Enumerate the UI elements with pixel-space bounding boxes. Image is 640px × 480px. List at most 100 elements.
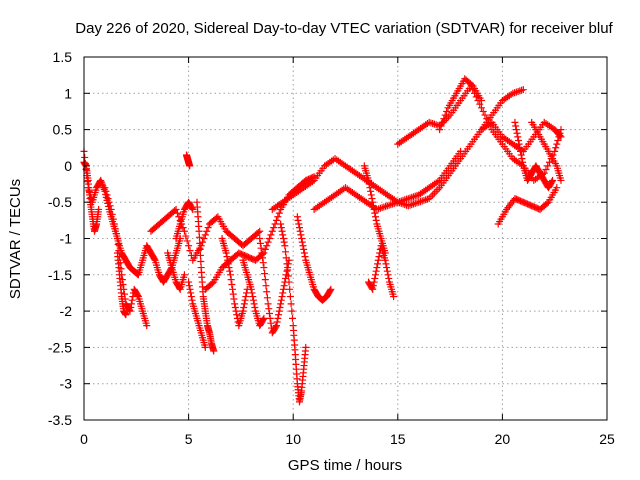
data-point-interp xyxy=(295,224,303,232)
data-point-interp xyxy=(259,254,267,262)
data-point-interp xyxy=(283,267,291,275)
data-point xyxy=(551,147,559,155)
data-point-interp xyxy=(370,205,378,213)
data-point xyxy=(272,322,280,330)
data-point-interp xyxy=(374,256,382,264)
data-point xyxy=(201,343,209,351)
data-point-interp xyxy=(514,133,522,141)
data-point-interp xyxy=(514,136,522,144)
x-tick-label: 0 xyxy=(80,431,88,447)
data-point-interp xyxy=(266,314,274,322)
data-point-interp xyxy=(483,115,491,123)
data-point-interp xyxy=(476,100,484,108)
data-point-interp xyxy=(257,244,265,252)
data-point-interp xyxy=(437,122,445,130)
data-point-interp xyxy=(284,266,292,274)
y-tick-labels: -3.5 -3 -2.5 -2 -1.5 -1 -0.5 0 0.5 1 1.5 xyxy=(48,49,72,428)
y-tick-label: -3.5 xyxy=(48,412,72,428)
data-point-interp xyxy=(512,126,520,134)
data-point-interp xyxy=(196,251,204,259)
data-point-interp xyxy=(188,204,196,212)
data-point-interp xyxy=(371,213,379,221)
y-tick-label: -0.5 xyxy=(48,194,72,210)
data-point-interp xyxy=(109,215,117,223)
data-point xyxy=(239,307,247,315)
data-point-interp xyxy=(374,260,382,268)
data-point xyxy=(195,227,203,235)
series-arc-v xyxy=(436,75,485,134)
data-point xyxy=(256,227,264,235)
data-point-interp xyxy=(200,235,208,242)
data-point-interp xyxy=(261,270,269,278)
data-point-interp xyxy=(443,107,451,115)
y-tick-label: 0 xyxy=(64,158,72,174)
data-point-interp xyxy=(371,274,379,282)
data-point-interp xyxy=(195,233,203,241)
data-point-interp xyxy=(108,210,116,218)
data-point-interp xyxy=(186,285,194,293)
data-point xyxy=(298,235,306,242)
data-point xyxy=(515,140,523,148)
data-point-interp xyxy=(517,151,525,159)
data-point-interp xyxy=(208,279,216,287)
data-point xyxy=(260,314,268,322)
data-point-interp xyxy=(284,272,292,280)
data-point-interp xyxy=(441,111,449,119)
data-point-interp xyxy=(248,289,256,297)
data-point-interp xyxy=(261,276,269,284)
data-point-interp xyxy=(264,238,272,246)
data-point-interp xyxy=(259,316,267,324)
data-point-interp xyxy=(111,225,119,233)
data-point-interp xyxy=(127,303,135,311)
data-point-interp xyxy=(263,242,271,250)
data-point-interp xyxy=(287,300,295,308)
data-point xyxy=(210,347,218,355)
y-tick-label: -2 xyxy=(60,303,73,319)
data-point-interp xyxy=(261,245,269,253)
data-point xyxy=(381,249,389,257)
data-point-interp xyxy=(286,285,294,293)
data-point-interp xyxy=(556,132,564,140)
y-tick-label: -1.5 xyxy=(48,267,72,283)
data-point-interp xyxy=(289,314,297,322)
data-point-interp xyxy=(279,235,287,242)
data-point-interp xyxy=(367,187,375,195)
data-point-interp xyxy=(326,287,334,295)
data-point-interp xyxy=(227,276,235,284)
data-point xyxy=(101,184,109,192)
data-point-interp xyxy=(233,311,241,319)
data-point-interp xyxy=(277,296,285,304)
data-point-interp xyxy=(179,224,187,232)
data-point-interp xyxy=(203,227,211,235)
x-tick-label: 10 xyxy=(285,431,301,447)
data-point-interp xyxy=(548,178,556,186)
data-point-interp xyxy=(512,122,520,130)
data-point-interp xyxy=(265,305,273,313)
y-tick-label: -2.5 xyxy=(48,339,72,355)
data-point-interp xyxy=(267,231,275,239)
data-point xyxy=(302,343,310,351)
y-tick-label: 1 xyxy=(64,85,72,101)
series-arc-o xyxy=(277,220,310,406)
data-point-interp xyxy=(106,202,114,210)
data-point-interp xyxy=(481,111,489,119)
series-arc-m xyxy=(239,256,268,330)
data-point-interp xyxy=(240,303,248,311)
data-point xyxy=(369,198,377,206)
data-point-interp xyxy=(270,224,278,232)
data-point-interp xyxy=(372,267,380,275)
data-point-interp xyxy=(201,231,209,239)
data-point-interp xyxy=(262,282,270,290)
data-point-interp xyxy=(173,209,181,217)
data-point-interp xyxy=(183,237,191,245)
axis-ticks xyxy=(83,56,608,421)
y-tick-label: -1 xyxy=(60,231,73,247)
data-point-interp xyxy=(224,260,232,268)
data-point xyxy=(113,235,121,242)
data-point xyxy=(365,176,373,184)
data-point xyxy=(390,293,398,301)
data-point-interp xyxy=(384,271,392,279)
x-tick-label: 5 xyxy=(185,431,193,447)
data-point xyxy=(260,264,268,272)
series-arc-g xyxy=(172,198,197,242)
